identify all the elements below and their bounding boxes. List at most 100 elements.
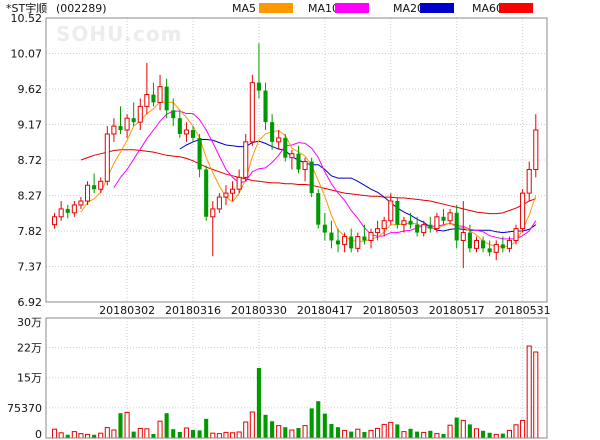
- volume-bar-up: [368, 429, 374, 439]
- volume-bar-down: [415, 431, 420, 438]
- candle-body-up: [183, 129, 189, 135]
- candle: [493, 240, 499, 261]
- candle: [204, 165, 209, 221]
- volume-bar-up: [137, 427, 143, 439]
- volume-bar-down: [428, 430, 433, 438]
- candle-body-down: [65, 208, 70, 213]
- volume-bar-up: [216, 433, 222, 439]
- candle-body-down: [362, 236, 367, 241]
- volume-tick-label: 75370: [7, 402, 42, 415]
- volume-grid: [46, 347, 547, 409]
- candle-body-down: [164, 86, 169, 111]
- volume-tick-label: 22万: [17, 342, 42, 355]
- candle-body-up: [434, 216, 440, 230]
- volume-bar-up: [144, 428, 150, 439]
- candle-body-up: [526, 168, 532, 194]
- candle-body-down: [177, 118, 182, 134]
- candle: [322, 212, 327, 241]
- candle: [230, 181, 236, 202]
- candle-body-down: [190, 130, 196, 138]
- volume-bar-up: [388, 421, 394, 439]
- candle-body-down: [428, 224, 433, 229]
- price-tick-label: 8.72: [18, 154, 43, 167]
- candle: [98, 177, 104, 194]
- volume-bar-down: [467, 424, 472, 438]
- candle-body-down: [316, 193, 321, 225]
- candle-body-up: [144, 94, 150, 107]
- volume-bar-up: [249, 411, 255, 439]
- candle: [144, 62, 150, 115]
- candle-body-up: [78, 200, 84, 206]
- candle-body-down: [395, 201, 400, 225]
- legend-swatch-ma20: [420, 3, 454, 13]
- volume-bar-up: [111, 429, 117, 439]
- candle: [289, 149, 295, 170]
- candle: [454, 204, 459, 249]
- candle-body-down: [481, 240, 486, 249]
- ma60-line: [80, 149, 536, 215]
- volume-bar-down: [256, 368, 261, 438]
- volume-bar-up: [375, 427, 381, 439]
- volume-bar-down: [329, 424, 334, 438]
- candle: [362, 224, 367, 245]
- volume-bar-up: [421, 431, 427, 439]
- price-axis-labels: 10.52 10.07 9.62 9.17 8.72 8.27 7.82 7.37 6.92: [11, 12, 43, 309]
- price-tick-label: 10.52: [11, 12, 43, 25]
- legend-label-ma20: MA20: [393, 2, 424, 15]
- candle-body-down: [283, 137, 288, 158]
- legend-label-ma10: MA10: [308, 2, 339, 15]
- candle-body-up: [52, 216, 58, 226]
- candle: [329, 220, 334, 249]
- volume-bar-down: [131, 431, 136, 438]
- volume-bar-down: [454, 417, 459, 438]
- candle: [171, 98, 176, 127]
- price-tick-label: 9.17: [18, 119, 43, 132]
- candle: [421, 220, 427, 237]
- volume-bar-down: [322, 413, 327, 438]
- candle-body-up: [401, 220, 407, 226]
- candle: [276, 130, 282, 150]
- candle: [256, 43, 261, 99]
- candle-body-up: [276, 137, 282, 143]
- candle: [104, 126, 110, 186]
- candlesticks: [52, 43, 539, 269]
- volume-bar-up: [104, 427, 110, 439]
- volume-bar-up: [381, 423, 387, 439]
- volume-bar-down: [263, 414, 268, 438]
- candle: [500, 236, 505, 253]
- candle-body-down: [151, 94, 156, 103]
- candle: [526, 161, 532, 202]
- volume-bar-up: [520, 419, 526, 439]
- volume-bar-down: [395, 424, 400, 438]
- candle: [434, 212, 440, 233]
- candle: [473, 236, 480, 253]
- volume-bar-up: [52, 428, 58, 439]
- candle-body-down: [118, 126, 123, 131]
- volume-bar-up: [434, 433, 440, 439]
- candle: [349, 228, 354, 253]
- volume-bar-down: [441, 434, 446, 438]
- candle: [124, 114, 130, 138]
- candle: [533, 114, 539, 178]
- candle: [52, 212, 58, 229]
- candle: [309, 157, 314, 198]
- candle-body-down: [131, 118, 136, 123]
- price-tick-label: 7.37: [18, 261, 43, 274]
- candle-body-down: [335, 240, 341, 245]
- stock-code: (002289): [56, 2, 107, 15]
- candle: [164, 78, 169, 119]
- candle-body-down: [296, 153, 301, 170]
- candle: [506, 236, 512, 253]
- candle-body-up: [342, 236, 348, 245]
- candle-body-up: [375, 228, 381, 234]
- volume-tick-label: 0: [35, 428, 42, 440]
- legend-swatch-ma5: [259, 3, 293, 13]
- volume-bar-up: [71, 431, 77, 439]
- legend-swatch-ma10: [335, 3, 369, 13]
- candle-body-up: [236, 176, 242, 190]
- moving-average-lines: [80, 101, 537, 248]
- candle: [441, 208, 446, 225]
- candle: [408, 212, 413, 229]
- candle-body-up: [157, 86, 163, 103]
- candle: [283, 133, 288, 162]
